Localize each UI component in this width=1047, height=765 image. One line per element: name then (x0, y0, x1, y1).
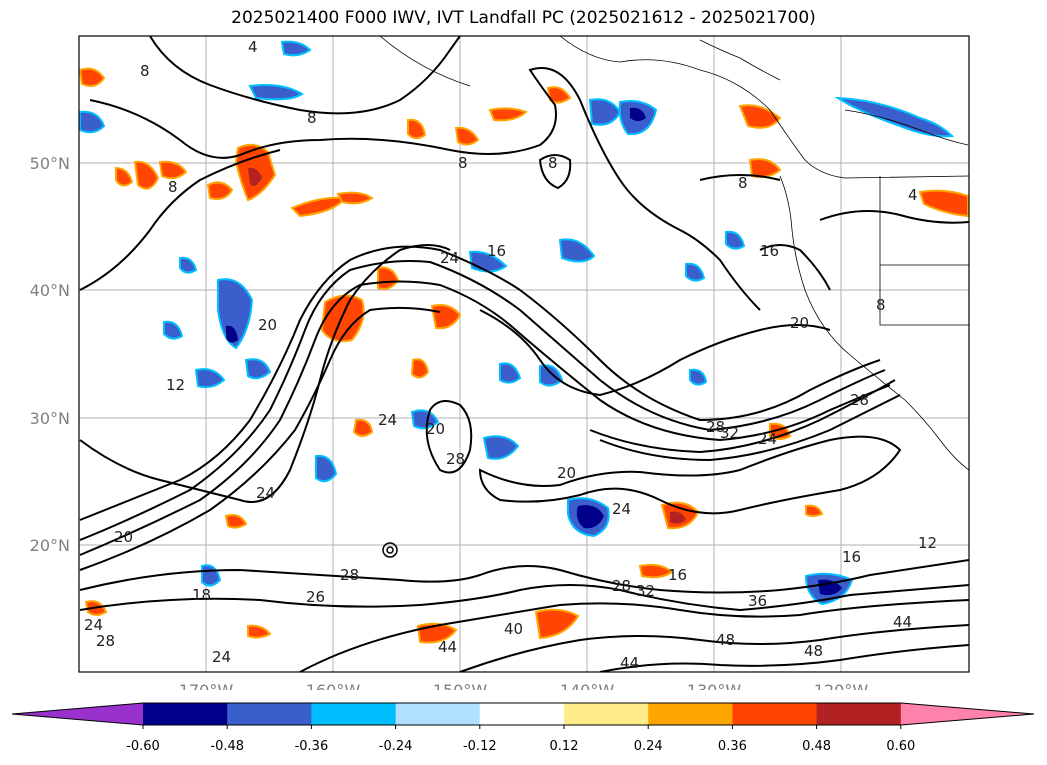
colorbar-segment (732, 703, 818, 725)
coastlines (379, 36, 969, 471)
colorbar-tick-label: 0.36 (718, 739, 747, 754)
lat-label-20n: 20°N (30, 536, 70, 555)
contour-label: 32 (636, 582, 655, 600)
contour-label: 20 (557, 464, 576, 482)
colorbar-tick-label: 0.48 (802, 739, 831, 754)
contour-label: 28 (340, 566, 359, 584)
contour-label: 16 (668, 566, 687, 584)
contour-label: 24 (378, 411, 397, 429)
contour-labels: 4 8 8 8 8 8 8 16 24 20 12 8 20 24 20 28 … (84, 38, 937, 672)
contour-label: 32 (720, 424, 739, 442)
contour-label: 8 (458, 154, 468, 172)
contour-label: 28 (612, 577, 631, 595)
colorbar-tick-label: -0.12 (463, 739, 497, 754)
contour-label: 40 (504, 620, 523, 638)
lat-label-40n: 40°N (30, 281, 70, 300)
colorbar-tick-label: -0.60 (126, 739, 160, 754)
contour-label: 8 (876, 296, 886, 314)
contour-label: 28 (850, 391, 869, 409)
contour-label: 24 (758, 430, 777, 448)
colorbar-tick-label: -0.48 (210, 739, 244, 754)
colorbar-segment (143, 703, 228, 725)
contour-label: 24 (612, 500, 631, 518)
contour-label: 8 (168, 178, 178, 196)
contour-label: 44 (620, 654, 639, 672)
map-title: 2025021400 F000 IWV, IVT Landfall PC (20… (231, 8, 816, 28)
contour-label: 28 (96, 632, 115, 650)
contour-label: 24 (212, 648, 231, 666)
contour-label: 48 (716, 631, 735, 649)
contour-label: 16 (842, 548, 861, 566)
contour-label: 48 (804, 642, 823, 660)
colorbar-segment (564, 703, 649, 725)
colorbar-extend-max (900, 703, 1034, 725)
contour-label: 36 (748, 592, 767, 610)
contour-label: 8 (738, 174, 748, 192)
colorbar-tick-label: -0.36 (295, 739, 329, 754)
lat-label-50n: 50°N (30, 154, 70, 173)
colorbar-tick-label: 0.12 (550, 739, 579, 754)
colorbar-segment (395, 703, 481, 725)
colorbar-tick-label: -0.24 (379, 739, 413, 754)
contour-label: 12 (918, 534, 937, 552)
lon-label-120w: 120°W (814, 681, 869, 690)
colorbar-segment (311, 703, 397, 725)
contour-label: 24 (256, 484, 275, 502)
colorbar-tick-label: 0.24 (634, 739, 663, 754)
contour-label: 24 (84, 616, 103, 634)
map-frame (78, 35, 970, 673)
positive-pc-patches (79, 67, 969, 644)
negative-pc-patches (79, 40, 955, 606)
contour-label: 4 (908, 186, 918, 204)
contour-label: 28 (446, 450, 465, 468)
colorbar-outline (11, 702, 1035, 726)
ivt-map: 4 8 8 8 8 8 8 16 24 20 12 8 20 24 20 28 … (30, 35, 970, 690)
longitude-labels: 170°W 160°W 150°W 140°W 130°W 120°W (179, 681, 869, 690)
lon-label-150w: 150°W (433, 681, 488, 690)
lon-label-160w: 160°W (306, 681, 361, 690)
contour-label: 18 (192, 586, 211, 604)
landfall-marker (382, 542, 398, 558)
lon-label-170w: 170°W (179, 681, 234, 690)
lat-label-30n: 30°N (30, 409, 70, 428)
contour-label: 8 (307, 109, 317, 127)
contour-label: 20 (426, 420, 445, 438)
contour-label: 4 (248, 38, 258, 56)
contour-label: 20 (258, 316, 277, 334)
colorbar-segment (816, 703, 902, 725)
colorbar-segment (479, 703, 565, 725)
colorbar-tick-label: 0.60 (886, 739, 915, 754)
contour-label: 16 (760, 242, 779, 260)
contour-label: 12 (166, 376, 185, 394)
contour-label: 28 (706, 418, 725, 436)
lon-label-140w: 140°W (560, 681, 615, 690)
lon-label-130w: 130°W (687, 681, 742, 690)
contour-label: 20 (114, 528, 133, 546)
iwv-contours (79, 36, 969, 672)
contour-label: 44 (893, 613, 912, 631)
colorbar-segment (227, 703, 312, 725)
contour-label: 24 (440, 249, 459, 267)
contour-label: 26 (306, 588, 325, 606)
colorbar-segment (648, 703, 733, 725)
contour-label: 8 (548, 154, 558, 172)
colorbar-extend-min (12, 703, 143, 725)
latitude-labels: 50°N 40°N 30°N 20°N (30, 154, 70, 555)
contour-label: 44 (438, 638, 457, 656)
contour-label: 16 (487, 242, 506, 260)
contour-label: 8 (140, 62, 150, 80)
contour-label: 20 (790, 314, 809, 332)
